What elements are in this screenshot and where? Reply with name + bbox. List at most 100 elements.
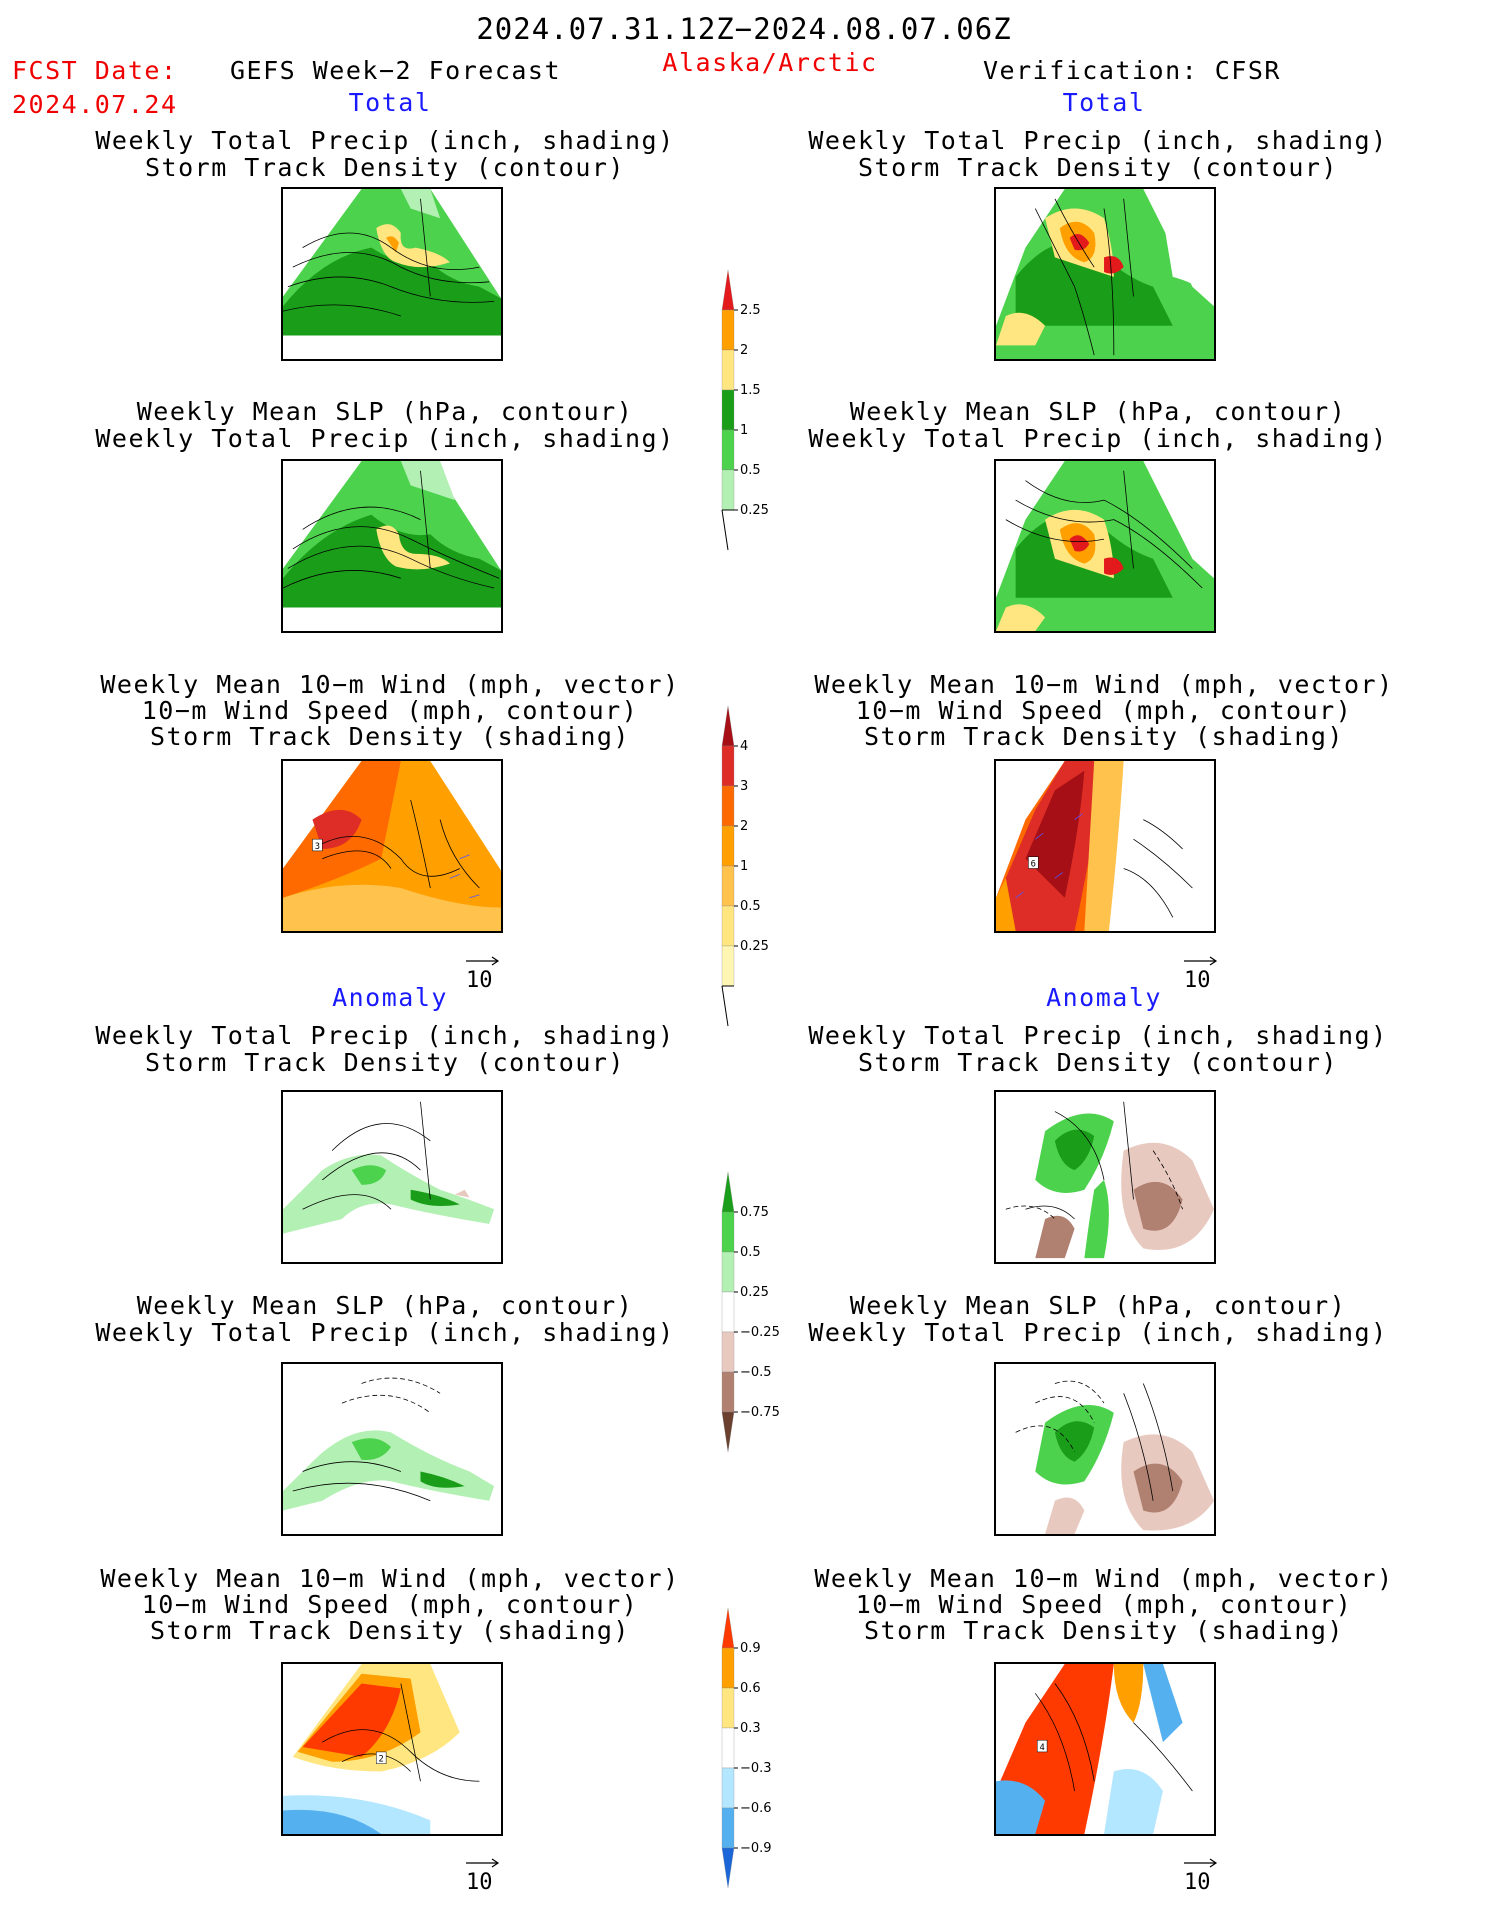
colorbar-swatch — [721, 1607, 735, 1649]
colorbar-label: 0.25 — [740, 1285, 769, 1300]
colorbar-label: −0.6 — [740, 1801, 772, 1816]
colorbar-label: 0.25 — [740, 939, 769, 954]
panel-title: Weekly Mean SLP (hPa, contour) — [849, 1291, 1347, 1320]
colorbar-svg: 4 3 2 1 0.5 0.25 — [721, 705, 769, 1027]
colorbar-label: 0.5 — [740, 899, 761, 914]
colorbar-label: −0.5 — [740, 1365, 772, 1380]
colorbar-swatch — [721, 349, 735, 391]
colorbar-anomaly-storm-density: 0.9 0.6 0.3 −0.3 −0.6 −0.9 — [721, 1607, 802, 1932]
panel-title: Weekly Total Precip (inch, shading) — [95, 1318, 675, 1347]
model-title: GEFS Week−2 Forecast — [230, 56, 562, 85]
panel-title: Weekly Mean SLP (hPa, contour) — [136, 1291, 634, 1320]
colorbar-total-storm-density: 4 3 2 1 0.5 0.25 — [721, 705, 802, 1030]
colorbar-anomaly-precip: 0.75 0.5 0.25 −0.25 −0.5 −0.75 — [721, 1171, 802, 1496]
colorbar-swatch — [721, 865, 735, 907]
panel-title: Weekly Mean SLP (hPa, contour) — [849, 397, 1347, 426]
panel-title: Weekly Total Precip (inch, shading) — [95, 1021, 675, 1050]
colorbar-label: 2 — [740, 343, 748, 358]
arrow-right-icon — [1184, 956, 1218, 966]
panel-title: Storm Track Density (shading) — [864, 722, 1344, 751]
colorbar-swatch — [721, 469, 735, 511]
arrow-right-icon — [466, 956, 500, 966]
colorbar-swatch — [721, 1331, 735, 1373]
colorbar-swatch — [721, 1727, 735, 1769]
colorbar-swatch — [721, 1211, 735, 1253]
colorbar-label: 1 — [740, 423, 748, 438]
panel-title: Weekly Total Precip (inch, shading) — [808, 126, 1388, 155]
panel-title: Storm Track Density (shading) — [150, 1616, 630, 1645]
map-fcst-total-wind-storm: 3 — [281, 759, 503, 933]
panel-title: 10−m Wind Speed (mph, contour) — [855, 696, 1353, 725]
colorbar-swatch — [721, 1807, 735, 1849]
colorbar-swatch — [721, 1251, 735, 1293]
colorbar-label: −0.25 — [740, 1325, 780, 1340]
arrow-right-icon — [1184, 1858, 1218, 1868]
map-cfsr-anom-wind-storm: 4 — [994, 1662, 1216, 1836]
colorbar-swatch — [721, 1371, 735, 1413]
map-fcst-anom-wind-storm: 2 — [281, 1662, 503, 1836]
panel-title: Storm Track Density (contour) — [858, 1048, 1338, 1077]
colorbar-swatch — [721, 945, 735, 987]
colorbar-label: 0.6 — [740, 1681, 761, 1696]
panel-title: Weekly Total Precip (inch, shading) — [95, 126, 675, 155]
panel-title: Storm Track Density (contour) — [145, 1048, 625, 1077]
colorbar-swatch — [721, 1291, 735, 1333]
colorbar-total-precip: 2.5 2 1.5 1 0.5 0.25 — [721, 269, 802, 554]
colorbar-label: 2 — [740, 819, 748, 834]
panel-title: 10−m Wind Speed (mph, contour) — [141, 696, 639, 725]
fcst-date-value: 2024.07.24 — [12, 90, 178, 119]
panel-title: Weekly Total Precip (inch, shading) — [808, 424, 1388, 453]
colorbar-label: −0.3 — [740, 1761, 772, 1776]
colorbar-label: −0.75 — [740, 1405, 780, 1420]
colorbar-swatch — [721, 1847, 735, 1889]
map-cfsr-total-wind-storm: 6 — [994, 759, 1216, 933]
colorbar-label: 0.5 — [740, 1245, 761, 1260]
panel-title: Weekly Total Precip (inch, shading) — [808, 1021, 1388, 1050]
colorbar-label: 0.3 — [740, 1721, 761, 1736]
colorbar-swatch — [721, 269, 735, 311]
map-cfsr-anom-slp-precip — [994, 1362, 1216, 1536]
colorbar-swatch — [721, 1171, 735, 1213]
panel-title: Storm Track Density (contour) — [858, 153, 1338, 182]
panel-title: Weekly Mean 10−m Wind (mph, vector) — [814, 670, 1394, 699]
panel-title: Weekly Total Precip (inch, shading) — [95, 424, 675, 453]
map-fcst-anom-precip-storm — [281, 1090, 503, 1264]
colorbar-tail — [721, 985, 734, 1027]
panel-title: Weekly Mean 10−m Wind (mph, vector) — [814, 1564, 1394, 1593]
forecast-period: 2024.07.31.12Z−2024.08.07.06Z — [476, 12, 1012, 46]
colorbar-label: 4 — [740, 739, 748, 754]
colorbar-swatch — [721, 1767, 735, 1809]
colorbar-svg: 0.75 0.5 0.25 −0.25 −0.5 −0.75 — [721, 1171, 780, 1453]
colorbar-label: −0.9 — [740, 1841, 772, 1856]
map-cfsr-total-precip-storm — [994, 187, 1216, 361]
colorbar-label: 1.5 — [740, 383, 761, 398]
colorbar-label: 0.25 — [740, 503, 769, 518]
colorbar-swatch — [721, 1411, 735, 1453]
colorbar-label: 0.75 — [740, 1205, 769, 1220]
colorbar-tail — [721, 509, 734, 551]
map-label: 2 — [379, 1755, 384, 1765]
colorbar-svg: 0.9 0.6 0.3 −0.3 −0.6 −0.9 — [721, 1607, 772, 1889]
colorbar-swatch — [721, 825, 735, 867]
colorbar-swatch — [721, 389, 735, 431]
colorbar-swatch — [721, 429, 735, 471]
colorbar-label: 1 — [740, 859, 748, 874]
map-label: 6 — [1031, 860, 1036, 870]
map-fcst-total-precip-storm — [281, 187, 503, 361]
panel-title: 10−m Wind Speed (mph, contour) — [141, 1590, 639, 1619]
panel-title: Weekly Mean 10−m Wind (mph, vector) — [100, 1564, 680, 1593]
map-cfsr-total-slp-precip — [994, 459, 1216, 633]
colorbar-swatch — [721, 1647, 735, 1689]
panel-title: 10−m Wind Speed (mph, contour) — [855, 1590, 1353, 1619]
colorbar-swatch — [721, 309, 735, 351]
map-label: 3 — [315, 842, 320, 852]
fcst-date-label: FCST Date: — [12, 56, 178, 85]
colorbar-swatch — [721, 745, 735, 787]
colorbar-swatch — [721, 905, 735, 947]
colorbar-label: 0.9 — [740, 1641, 761, 1656]
panel-title: Weekly Total Precip (inch, shading) — [808, 1318, 1388, 1347]
colorbar-label: 3 — [740, 779, 748, 794]
panel-title: Storm Track Density (shading) — [150, 722, 630, 751]
region-title: Alaska/Arctic — [662, 48, 878, 77]
panel-title: Weekly Mean 10−m Wind (mph, vector) — [100, 670, 680, 699]
